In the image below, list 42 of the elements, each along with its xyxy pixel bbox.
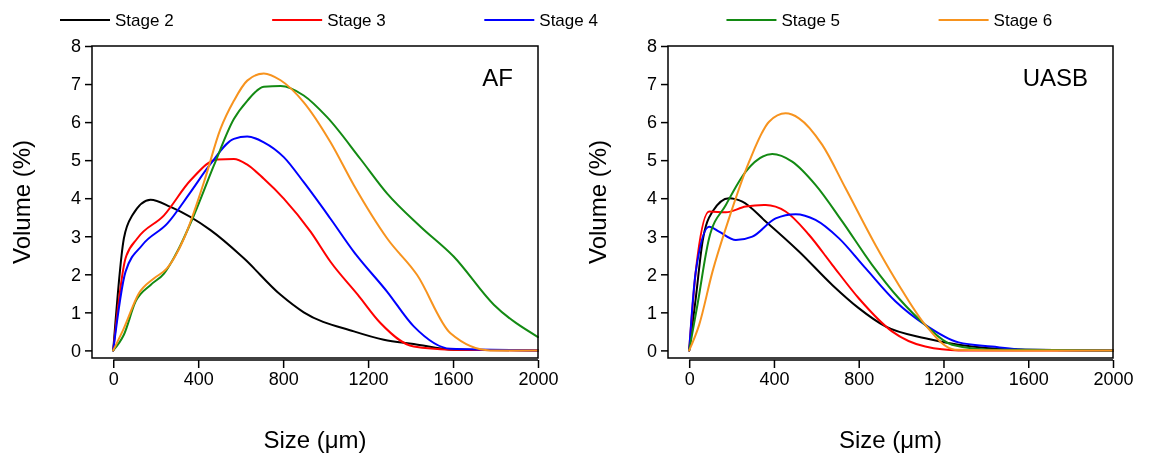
- legend-label: Stage 2: [115, 11, 174, 30]
- x-tick-label: 0: [684, 368, 695, 389]
- y-tick-label: 3: [646, 226, 657, 247]
- y-tick-label: 3: [70, 226, 81, 247]
- y-tick-label: 4: [646, 188, 657, 209]
- y-axis-title: Volume (%): [584, 139, 611, 265]
- y-tick-label: 5: [70, 150, 81, 171]
- x-tick-label: 2000: [1093, 368, 1134, 389]
- x-tick-label: 800: [268, 368, 299, 389]
- x-axis-title: Size (μm): [263, 426, 367, 453]
- y-tick-label: 5: [646, 150, 657, 171]
- y-tick-label: 1: [70, 302, 81, 323]
- y-tick-label: 0: [70, 340, 81, 361]
- y-tick-label: 1: [646, 302, 657, 323]
- x-tick-label: 1200: [348, 368, 389, 389]
- x-tick-label: 400: [759, 368, 790, 389]
- y-tick-label: 6: [70, 112, 81, 133]
- y-tick-label: 7: [646, 74, 657, 95]
- y-axis-title: Volume (%): [8, 139, 35, 265]
- legend-label: Stage 4: [539, 11, 598, 30]
- legend-label: Stage 3: [327, 11, 386, 30]
- x-tick-label: 800: [844, 368, 875, 389]
- annotation: UASB: [1022, 64, 1088, 91]
- y-tick-label: 8: [646, 36, 657, 57]
- y-tick-label: 2: [646, 264, 657, 285]
- legend-label: Stage 5: [781, 11, 841, 30]
- x-tick-label: 1600: [1008, 368, 1049, 389]
- y-tick-label: 0: [646, 340, 657, 361]
- x-tick-label: 1600: [433, 368, 474, 389]
- x-tick-label: 0: [108, 368, 119, 389]
- y-tick-label: 7: [70, 74, 81, 95]
- y-tick-label: 8: [70, 36, 81, 57]
- line-series: [688, 112, 1114, 352]
- legend-label: Stage 6: [993, 11, 1053, 30]
- x-axis-title: Size (μm): [838, 426, 943, 453]
- x-tick-label: 1200: [923, 368, 964, 389]
- annotation: AF: [482, 64, 513, 91]
- y-tick-label: 6: [646, 112, 657, 133]
- x-tick-label: 2000: [518, 368, 559, 389]
- y-tick-label: 2: [70, 264, 81, 285]
- x-tick-label: 400: [183, 368, 214, 389]
- y-tick-label: 4: [70, 188, 81, 209]
